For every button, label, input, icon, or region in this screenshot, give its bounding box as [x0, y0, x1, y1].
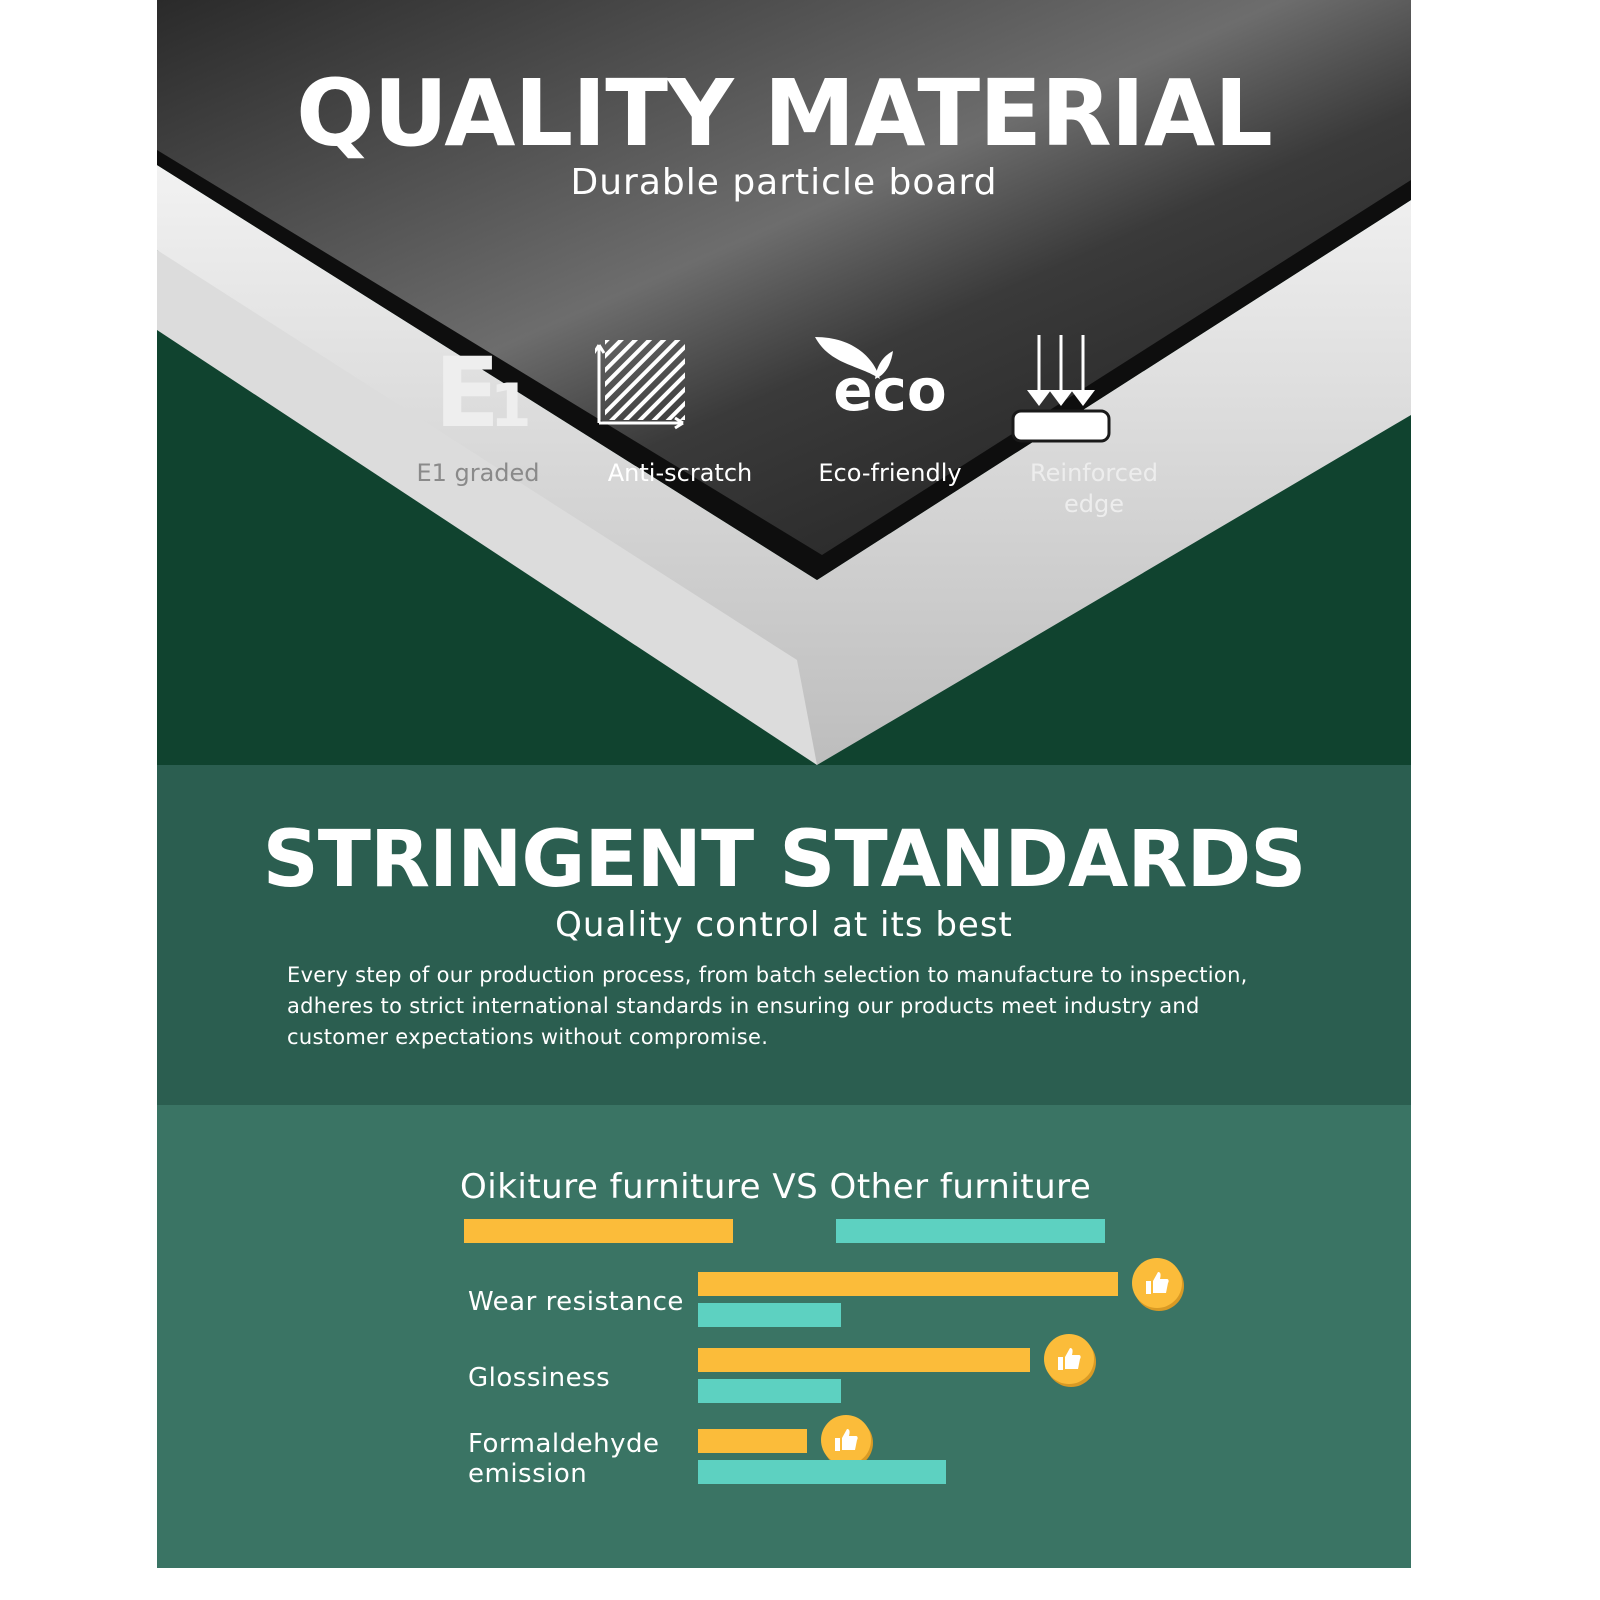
e1-icon: E1: [434, 336, 531, 449]
thumbs-up-icon: [1132, 1258, 1182, 1308]
feature-anti-scratch: Anti-scratch: [595, 335, 765, 489]
feature-e1-graded: E1 E1 graded: [393, 335, 563, 489]
feature-eco-friendly: eco Eco-friendly: [805, 335, 975, 489]
standards-title: STRINGENT STANDARDS: [262, 815, 1307, 905]
thumbs-up-icon: [821, 1415, 872, 1465]
category-label: Wear resistance: [468, 1287, 684, 1317]
anti-scratch-icon: [595, 335, 765, 450]
oikiture-bar: [698, 1272, 1118, 1296]
other-bar: [698, 1460, 946, 1484]
feature-label: Reinforced edge: [1030, 459, 1158, 518]
category-label: Glossiness: [468, 1363, 611, 1393]
category-label: Formaldehyde emission: [468, 1429, 660, 1489]
feature-label: Anti-scratch: [607, 459, 753, 487]
other-bar: [698, 1303, 841, 1327]
thumbs-up-icon: [1043, 1334, 1094, 1384]
quality-material-section: QUALITY MATERIAL Durable particle board …: [157, 0, 1411, 765]
comparison-chart-section: Oikiture furniture VS Other furniture We…: [157, 1105, 1411, 1568]
feature-reinforced-edge: Reinforced edge: [1009, 335, 1179, 520]
legend-oikiture-swatch: [464, 1219, 733, 1243]
feature-label: E1 graded: [416, 459, 540, 487]
feature-label: Eco-friendly: [818, 459, 962, 487]
oikiture-bar: [698, 1429, 808, 1453]
hero-subtitle: Durable particle board: [570, 162, 998, 203]
legend-other-swatch: [836, 1219, 1105, 1243]
pressure-arrows-icon: [1009, 335, 1179, 450]
hero-title: QUALITY MATERIAL: [296, 60, 1273, 167]
standards-body: Every step of our production process, fr…: [287, 963, 1248, 1049]
stringent-standards-section: STRINGENT STANDARDS Quality control at i…: [157, 765, 1411, 1105]
chart-title: Oikiture furniture VS Other furniture: [460, 1167, 1092, 1207]
other-bar: [698, 1379, 841, 1403]
product-infographic: QUALITY MATERIAL Durable particle board …: [157, 0, 1411, 1568]
eco-leaf-icon: eco: [805, 335, 975, 450]
board-corner-illustration: [157, 0, 1411, 765]
standards-subtitle: Quality control at its best: [555, 905, 1013, 945]
oikiture-bar: [698, 1348, 1030, 1372]
